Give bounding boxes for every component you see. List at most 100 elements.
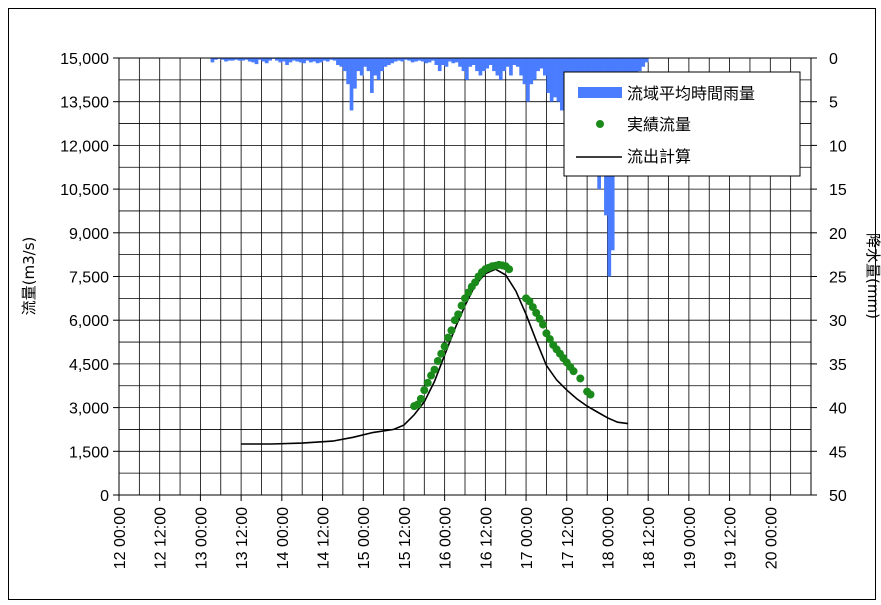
rain-bar (559, 58, 564, 111)
grid (119, 58, 811, 495)
observed-point (569, 367, 578, 376)
rain-bar (308, 58, 313, 63)
rain-bar (346, 58, 350, 85)
rain-bar (539, 58, 544, 69)
rain-bar (644, 58, 649, 63)
rain-bar (495, 58, 500, 76)
x-axis-ticks: 12 00:00 12 12:00 13 00:00 13 12:00 14 00:00… (112, 495, 780, 569)
observed-point (437, 349, 446, 358)
rain-bar (424, 58, 428, 64)
rain-bar (638, 58, 642, 72)
rain-bar (356, 58, 361, 72)
left-axis-ticks: 0 1,500 3,000 4,500 6,000 7,500 9,000 10,500 12,… (60, 51, 119, 505)
legend: 流域平均時間雨量 実績流量 流出計算 (563, 71, 801, 177)
x-tick-label: 19 00:00 (682, 507, 699, 569)
x-tick-label: 13 00:00 (193, 507, 210, 569)
observed-point (545, 335, 554, 344)
legend-observed-swatch (596, 120, 604, 128)
rain-bar (339, 58, 344, 67)
rain-bar (410, 58, 415, 63)
observed-point (423, 378, 432, 387)
observed-point (542, 329, 551, 338)
rain-bar (546, 58, 551, 93)
rain-bar (258, 58, 262, 60)
observed-point (416, 394, 425, 403)
observed-point (450, 316, 459, 325)
rain-bar (227, 58, 232, 61)
rain-bar (431, 58, 435, 61)
left-tick-label: 6,000 (69, 313, 109, 330)
rain-bar (373, 58, 378, 76)
rain-bar (475, 58, 479, 72)
rain-bar (393, 58, 398, 62)
rain-bar (434, 58, 439, 65)
rain-bar (492, 58, 496, 72)
observed-point (457, 301, 466, 310)
left-axis-label: 流量(m3/s) (20, 237, 38, 316)
rain-bar (471, 58, 476, 65)
rain-bar (403, 58, 408, 60)
rain-bar (631, 58, 635, 76)
rain-bar (536, 58, 540, 72)
observed-point (535, 314, 544, 323)
rain-bar (624, 58, 629, 85)
legend-rain-swatch (578, 87, 622, 98)
rain-bar (458, 58, 462, 67)
rain-bar (237, 58, 242, 61)
rain-bar (292, 58, 296, 61)
rain-bar (376, 58, 381, 80)
rain-bar (224, 58, 228, 62)
right-tick-label: 20 (829, 226, 847, 243)
rain-bar (322, 58, 327, 61)
legend-computed-label: 流出計算 (627, 147, 691, 166)
x-tick-label: 14 00:00 (275, 507, 292, 569)
left-tick-label: 12,000 (60, 138, 109, 155)
rain-bar (302, 58, 306, 64)
rain-bar (512, 58, 517, 65)
rain-bar (526, 58, 530, 102)
left-tick-label: 4,500 (69, 357, 109, 374)
observed-point (427, 371, 436, 380)
left-tick-label: 3,000 (69, 401, 109, 418)
rain-bar (349, 58, 354, 111)
rain-bar (386, 58, 391, 65)
rain-bar (342, 58, 347, 72)
observed-point (413, 400, 422, 409)
rain-bar (359, 58, 364, 76)
rain-bar (522, 58, 527, 85)
left-tick-label: 15,000 (60, 51, 109, 68)
rain-bar (400, 58, 405, 62)
right-tick-label: 30 (829, 313, 847, 330)
rain-bar (444, 58, 449, 67)
rain-bar (397, 58, 401, 61)
rain-bar (543, 58, 547, 76)
rain-bar (461, 58, 466, 72)
rain-bar (363, 58, 367, 67)
rain-bar (498, 58, 503, 80)
left-tick-label: 13,500 (60, 95, 109, 112)
rain-bar (230, 58, 235, 61)
observed-point (576, 374, 585, 383)
x-tick-label: 18 00:00 (600, 507, 617, 569)
rain-bar (634, 58, 639, 76)
right-tick-label: 15 (829, 182, 847, 199)
rain-bar (254, 58, 259, 65)
rain-bar (332, 58, 337, 61)
observed-point (505, 265, 514, 274)
left-tick-label: 1,500 (69, 444, 109, 461)
rain-bar (353, 58, 357, 89)
legend-observed-label: 実績流量 (627, 115, 691, 134)
observed-point (444, 333, 453, 342)
rain-bar (261, 58, 266, 62)
x-tick-label: 19 12:00 (723, 507, 740, 569)
rain-bar (383, 58, 388, 67)
rain-bar (488, 58, 493, 65)
observed-point (464, 288, 473, 297)
x-tick-label: 12 00:00 (112, 507, 129, 569)
rain-bar (315, 58, 320, 64)
rain-bar (336, 58, 340, 65)
rain-bar (305, 58, 310, 61)
x-tick-label: 12 12:00 (153, 507, 170, 569)
observed-points (410, 260, 595, 411)
